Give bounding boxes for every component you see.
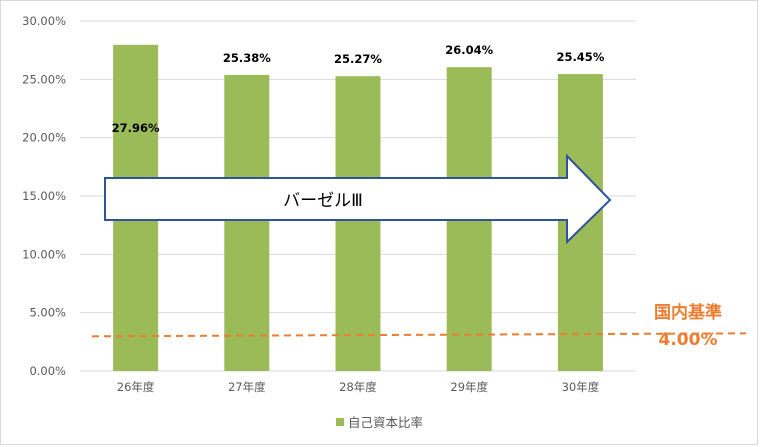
basel-arrow [104, 153, 612, 245]
legend-swatch [336, 418, 344, 426]
arrow-label: バーゼルⅢ [283, 191, 363, 211]
bar [224, 74, 270, 372]
data-label: 25.45% [556, 50, 604, 64]
reference-label-value: 4.00% [659, 330, 718, 350]
data-label: 25.27% [334, 52, 382, 66]
reference-label-title: 国内基準 [654, 302, 722, 323]
y-tick-label: 25.00% [22, 72, 66, 86]
y-tick-label: 10.00% [22, 247, 66, 261]
data-label: 25.38% [223, 51, 271, 65]
y-tick-label: 5.00% [29, 306, 66, 320]
x-tick-label: 29年度 [450, 380, 488, 394]
y-axis-ticks: 0.00% 5.00% 10.00% 15.00% 20.00% 25.00% 30.00% [22, 14, 66, 378]
y-tick-label: 0.00% [29, 364, 66, 378]
y-tick-label: 20.00% [22, 131, 66, 145]
x-tick-label: 28年度 [339, 380, 377, 394]
data-label: 26.04% [445, 43, 493, 57]
y-tick-label: 30.00% [22, 14, 66, 28]
x-tick-label: 27年度 [228, 380, 266, 394]
x-tick-label: 26年度 [117, 380, 155, 394]
y-tick-label: 15.00% [22, 189, 66, 203]
data-labels: 27.96% 25.38% 25.27% 26.04% 25.45% [112, 43, 605, 135]
reference-line [91, 332, 747, 338]
legend-label: 自己資本比率 [348, 415, 423, 430]
data-label: 27.96% [112, 121, 160, 135]
x-axis-ticks: 26年度 27年度 28年度 29年度 30年度 [117, 380, 600, 394]
bar [335, 76, 381, 371]
x-tick-label: 30年度 [562, 380, 600, 394]
